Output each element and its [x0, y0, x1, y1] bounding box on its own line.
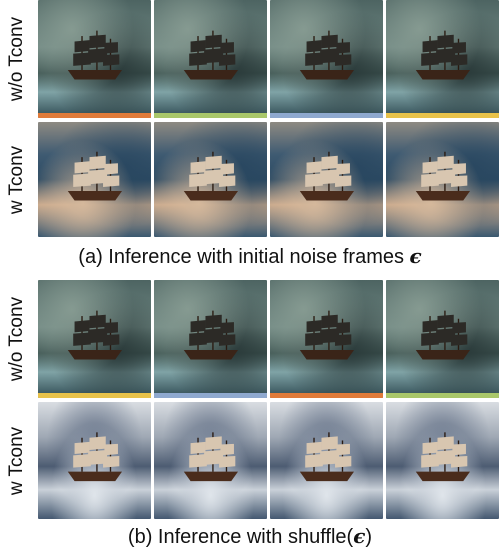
caption-a: (a) Inference with initial noise frames … [0, 244, 500, 269]
video-frame [38, 402, 151, 519]
video-frame [154, 122, 267, 237]
frame-strip-a-without-tconv [38, 0, 500, 118]
frame-color-bar [38, 393, 151, 398]
video-frame [270, 280, 383, 398]
video-frame [154, 280, 267, 398]
frame-color-bar [38, 113, 151, 118]
frame-color-bar [386, 393, 499, 398]
video-frame [386, 280, 499, 398]
video-frame [154, 402, 267, 519]
ship-icon [67, 310, 122, 360]
frame-color-bar [270, 113, 383, 118]
ship-icon [183, 30, 238, 80]
row-label-text: w/o Tconv [6, 296, 28, 382]
row-label-a-without-tconv: w/o Tconv [0, 0, 34, 118]
ship-icon [299, 310, 354, 360]
frame-color-bar [154, 113, 267, 118]
row-label-b-without-tconv: w/o Tconv [0, 280, 34, 398]
row-label-text: w Tconv [6, 426, 28, 495]
ship-icon [67, 30, 122, 80]
ship-icon [299, 432, 354, 482]
caption-b-text: (b) Inference with shuffle( [127, 526, 354, 548]
video-frame [270, 0, 383, 118]
frame-strip-a-with-tconv [38, 122, 500, 237]
frame-color-bar [154, 393, 267, 398]
ship-icon [183, 151, 238, 201]
caption-b: (b) Inference with shuffle(ϵ) [0, 524, 500, 549]
video-frame [270, 122, 383, 237]
ship-icon [299, 30, 354, 80]
row-label-text: w/o Tconv [6, 16, 28, 102]
video-frame [386, 0, 499, 118]
row-label-text: w Tconv [6, 145, 28, 214]
ship-icon [67, 432, 122, 482]
video-frame [38, 122, 151, 237]
video-frame [154, 0, 267, 118]
video-frame [38, 280, 151, 398]
video-frame [38, 0, 151, 118]
frame-strip-b-with-tconv [38, 402, 500, 519]
video-frame [386, 402, 499, 519]
frame-strip-b-without-tconv [38, 280, 500, 398]
ship-icon [183, 432, 238, 482]
video-frame [386, 122, 499, 237]
ship-icon [299, 151, 354, 201]
frame-color-bar [386, 113, 499, 118]
row-label-b-with-tconv: w Tconv [0, 402, 34, 519]
caption-b-suffix: ) [365, 526, 373, 548]
ship-icon [415, 310, 470, 360]
ship-icon [67, 151, 122, 201]
row-label-a-with-tconv: w Tconv [0, 122, 34, 237]
ship-icon [415, 432, 470, 482]
caption-b-epsilon: ϵ [353, 524, 366, 548]
ship-icon [415, 151, 470, 201]
caption-a-text: (a) Inference with initial noise frames [78, 246, 410, 268]
video-frame [270, 402, 383, 519]
caption-a-epsilon: ϵ [409, 244, 422, 268]
ship-icon [415, 30, 470, 80]
frame-color-bar [270, 393, 383, 398]
ship-icon [183, 310, 238, 360]
